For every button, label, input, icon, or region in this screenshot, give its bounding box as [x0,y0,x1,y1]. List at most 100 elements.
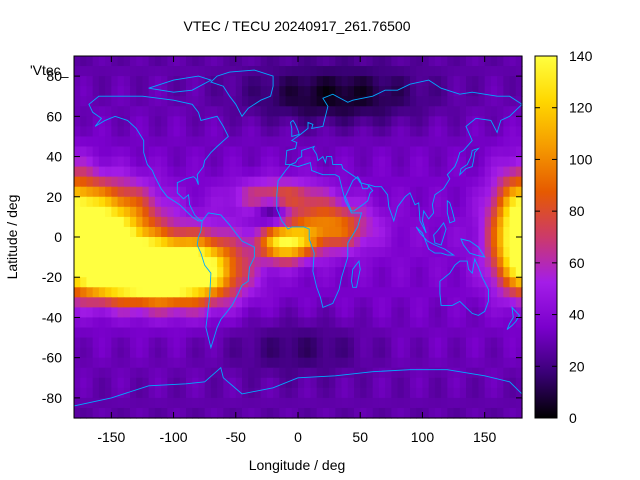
heatmap-cell [217,367,224,379]
heatmap-cell [347,76,355,87]
heatmap-cell [154,86,162,97]
heatmap-cell [98,267,106,278]
heatmap-cell [298,226,305,238]
heatmap-cell [428,397,436,409]
heatmap-cell [447,116,455,127]
heatmap-cell [391,357,399,369]
heatmap-cell [441,347,448,359]
heatmap-cell [204,126,212,138]
heatmap-cell [298,397,305,409]
heatmap-cell [229,257,237,268]
heatmap-cell [285,407,293,419]
heatmap-cell [322,247,330,258]
heatmap-cell [273,126,280,138]
heatmap-cell [242,297,249,308]
heatmap-cell [223,226,231,238]
heatmap-cell [254,407,262,419]
heatmap-cell [428,76,436,87]
heatmap-cell [304,206,312,218]
heatmap-cell [273,66,280,77]
heatmap-cell [142,387,150,399]
heatmap-cell [472,226,480,238]
heatmap-cell [235,347,243,359]
heatmap-cell [92,327,100,339]
heatmap-cell [298,257,305,268]
heatmap-cell [98,257,106,268]
heatmap-cell [248,166,256,178]
heatmap-cell [372,216,380,228]
heatmap-cell [223,317,231,329]
heatmap-cell [198,287,206,298]
heatmap-cell [111,66,119,77]
heatmap-cell [490,206,498,218]
heatmap-cell [266,166,274,178]
heatmap-cell [260,267,268,278]
heatmap-cell [198,277,206,288]
heatmap-cell [98,347,106,359]
heatmap-cell [478,257,486,268]
heatmap-cell [378,106,386,117]
heatmap-cell [142,357,150,369]
heatmap-cell [285,186,293,198]
heatmap-cell [92,166,100,178]
heatmap-cell [92,76,100,87]
heatmap-cell [304,267,312,278]
x-tick-label: 0 [294,429,302,445]
heatmap-cell [74,357,81,369]
heatmap-cell [217,206,224,218]
heatmap-cell [378,56,386,67]
heatmap-cell [354,106,361,117]
heatmap-cell [123,186,131,198]
heatmap-cell [229,166,237,178]
heatmap-cell [403,216,411,228]
heatmap-cell [428,287,436,298]
heatmap-cell [354,397,361,409]
heatmap-cell [167,186,175,198]
heatmap-cell [223,126,231,138]
heatmap-cell [466,397,473,409]
heatmap-cell [235,257,243,268]
heatmap-cell [229,146,237,158]
heatmap-cell [279,347,287,359]
heatmap-cell [186,307,193,319]
heatmap-cell [397,106,405,117]
heatmap-cell [385,96,392,107]
heatmap-cell [335,86,343,97]
heatmap-cell [229,126,237,138]
heatmap-cell [229,247,237,258]
heatmap-cell [260,206,268,218]
heatmap-cell [316,196,324,208]
heatmap-cell [167,377,175,389]
heatmap-cell [310,206,318,218]
heatmap-cell [490,357,498,369]
heatmap-cell [229,237,237,248]
heatmap-cell [148,277,156,288]
heatmap-cell [198,86,206,97]
heatmap-cell [273,86,280,97]
heatmap-cell [410,337,417,349]
coastline-greenland [210,69,274,118]
heatmap-cell [217,257,224,268]
heatmap-cell [484,247,492,258]
heatmap-cell [347,317,355,329]
heatmap-cell [509,267,517,278]
heatmap-cell [403,116,411,127]
heatmap-cell [497,226,504,238]
heatmap-cell [198,186,206,198]
heatmap-cell [242,176,249,188]
heatmap-cell [304,76,312,87]
heatmap-cell [204,297,212,308]
heatmap-cell [74,377,81,389]
heatmap-cell [98,317,106,329]
heatmap-cell [385,337,392,349]
heatmap-cell [167,116,175,127]
heatmap-cell [354,216,361,228]
heatmap-cell [391,76,399,87]
heatmap-cell [410,116,417,127]
heatmap-cell [397,307,405,319]
heatmap-cell [403,86,411,97]
heatmap-cell [503,116,511,127]
heatmap-cell [117,106,125,117]
heatmap-cell [466,66,473,77]
heatmap-cell [453,277,461,288]
